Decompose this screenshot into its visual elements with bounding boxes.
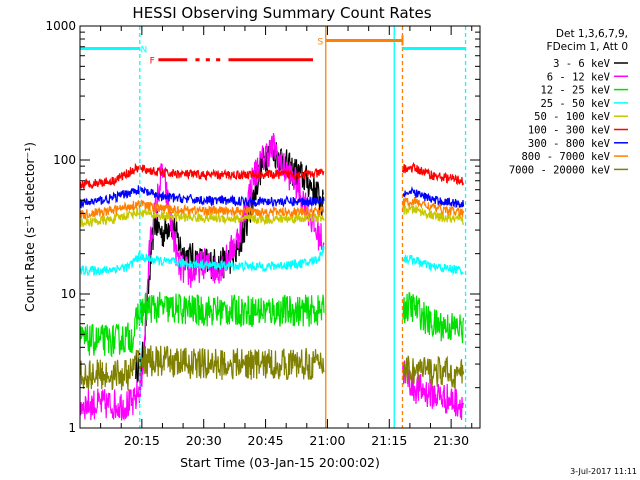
y-tick-label-4: 1000 bbox=[45, 19, 76, 33]
y-tick-label-2: 10 bbox=[61, 287, 76, 301]
legend-label-8: 800 - 7000 keV bbox=[521, 151, 610, 163]
x-axis-label: Start Time (03-Jan-15 20:00:02) bbox=[180, 455, 380, 470]
footer-date: 3-Jul-2017 11:11 bbox=[570, 467, 637, 476]
legend-label-6: 100 - 300 keV bbox=[528, 125, 611, 137]
legend-label-7: 300 - 800 keV bbox=[528, 138, 611, 150]
flag-label-s: S bbox=[318, 37, 324, 47]
plot-frame bbox=[79, 25, 481, 429]
legend-label-2: 6 - 12 keV bbox=[547, 71, 611, 83]
legend-label-9: 7000 - 20000 keV bbox=[509, 164, 611, 176]
flag-label-f: F bbox=[150, 57, 155, 67]
x-tick-label-4: 21:00 bbox=[309, 433, 345, 448]
chart-title: HESSI Observing Summary Count Rates bbox=[132, 4, 431, 22]
legend-label-1: 3 - 6 keV bbox=[553, 58, 611, 70]
legend-label-5: 50 - 100 keV bbox=[534, 111, 611, 123]
y-axis-label: Count Rate (s⁻¹ detector⁻¹) bbox=[22, 142, 37, 312]
x-tick-label-2: 20:30 bbox=[186, 433, 222, 448]
x-tick-label-5: 21:15 bbox=[371, 433, 407, 448]
series-line-7 bbox=[79, 185, 465, 209]
flag-label-n: N bbox=[141, 45, 148, 55]
series-line-5 bbox=[79, 204, 465, 228]
x-tick-label-6: 21:30 bbox=[433, 433, 469, 448]
legend-header-1: Det 1,3,6,7,9, bbox=[556, 28, 628, 40]
x-tick-label-1: 20:15 bbox=[124, 433, 160, 448]
legend-header-2: FDecim 1, Att 0 bbox=[547, 41, 628, 53]
x-tick-label-3: 20:45 bbox=[248, 433, 284, 448]
legend-label-3: 12 - 25 keV bbox=[540, 85, 610, 97]
series-line-6 bbox=[79, 161, 465, 190]
series-line-4 bbox=[79, 246, 464, 277]
series-line-3 bbox=[79, 291, 465, 358]
series-line-8 bbox=[79, 196, 465, 220]
y-tick-label-1: 1 bbox=[68, 421, 76, 435]
legend-label-4: 25 - 50 keV bbox=[540, 98, 610, 110]
series-line-9 bbox=[79, 345, 465, 391]
y-tick-label-3: 100 bbox=[53, 153, 76, 167]
